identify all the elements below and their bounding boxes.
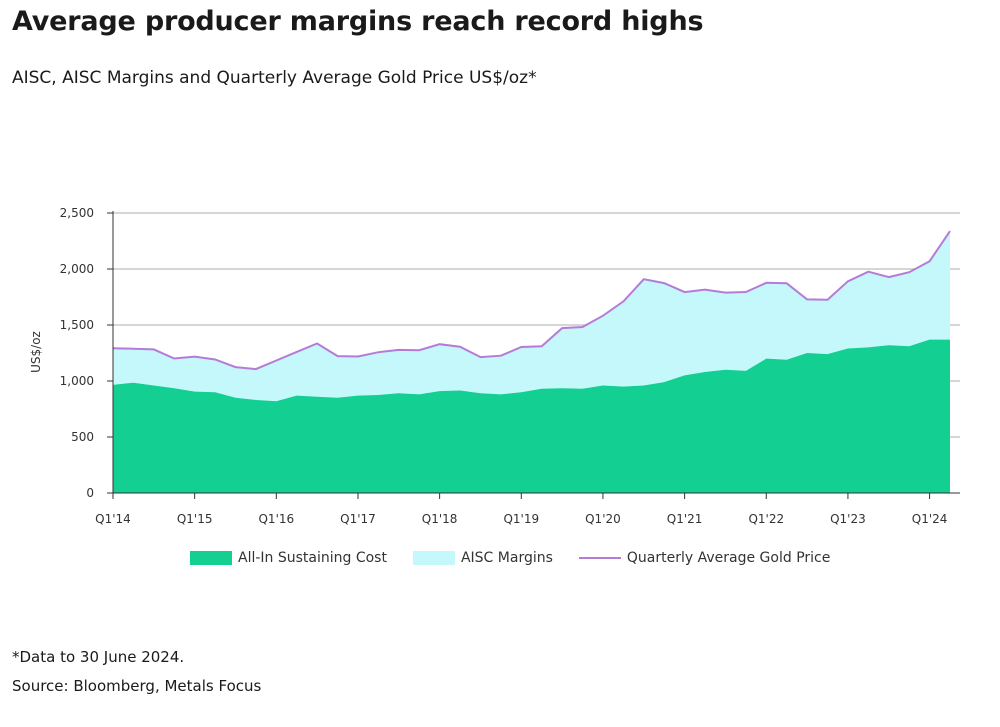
x-tick-label: Q1'23 [830, 512, 866, 526]
aisc-swatch [190, 551, 232, 565]
x-tick-label: Q1'21 [667, 512, 703, 526]
x-tick-label: Q1'16 [258, 512, 294, 526]
y-tick-label: 500 [71, 430, 94, 444]
y-tick-label: 0 [86, 486, 94, 500]
legend: All-In Sustaining Cost AISC Margins Quar… [190, 550, 856, 566]
y-tick-label: 1,500 [60, 318, 94, 332]
margins-swatch [412, 551, 455, 565]
source-note: Source: Bloomberg, Metals Focus [12, 677, 262, 695]
chart-title: Average producer margins reach record hi… [12, 6, 704, 37]
x-tick-label: Q1'15 [177, 512, 213, 526]
y-tick-labels: 0 500 1,000 1,500 2,000 2,500 [60, 206, 94, 500]
legend-item-margins: AISC Margins [412, 550, 553, 566]
gold-price-line [112, 230, 951, 371]
y-tick-label: 2,000 [60, 262, 94, 276]
y-axis-label: US$/oz [29, 331, 43, 373]
legend-label-aisc: All-In Sustaining Cost [238, 550, 387, 566]
aisc-cost-area [113, 339, 950, 493]
x-tick-label: Q1'24 [912, 512, 948, 526]
legend-label-margins: AISC Margins [460, 550, 553, 566]
legend-item-aisc: All-In Sustaining Cost [190, 550, 387, 566]
y-tick-label: 1,000 [60, 374, 94, 388]
chart-subtitle: AISC, AISC Margins and Quarterly Average… [12, 68, 537, 88]
axes [107, 211, 960, 499]
legend-item-gold: Quarterly Average Gold Price [578, 550, 831, 566]
gold-price-swatch [578, 557, 621, 559]
y-tick-label: 2,500 [60, 206, 94, 220]
x-tick-label: Q1'17 [340, 512, 376, 526]
x-tick-label: Q1'18 [422, 512, 458, 526]
x-tick-labels: Q1'14 Q1'15 Q1'16 Q1'17 Q1'18 Q1'19 Q1'20 Q1'21… [95, 512, 947, 526]
x-tick-label: Q1'20 [585, 512, 621, 526]
x-tick-label: Q1'22 [748, 512, 784, 526]
footnote: *Data to 30 June 2024. [12, 648, 185, 666]
x-tick-label: Q1'14 [95, 512, 131, 526]
legend-label-gold: Quarterly Average Gold Price [626, 550, 831, 566]
area-chart: 0 500 1,000 1,500 2,000 2,500 Q1'14 Q1'15 Q1'16… [29, 206, 960, 526]
x-tick-label: Q1'19 [503, 512, 539, 526]
